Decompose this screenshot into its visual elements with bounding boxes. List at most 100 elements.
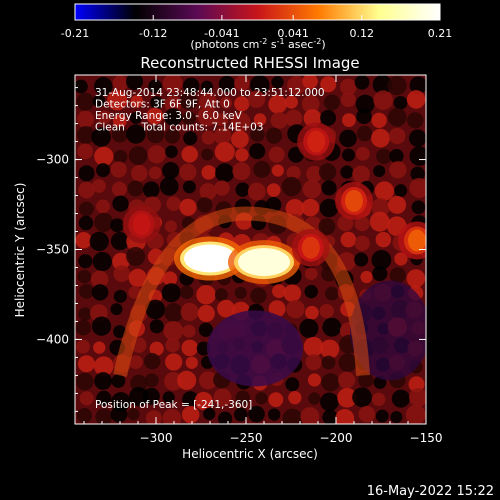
texture-cell bbox=[107, 90, 128, 111]
texture-cell bbox=[247, 90, 266, 108]
texture-cell bbox=[358, 405, 376, 423]
texture-cell bbox=[196, 284, 216, 305]
texture-cell bbox=[78, 254, 93, 269]
texture-cell bbox=[321, 355, 336, 370]
colorbar-tick-label: -0.041 bbox=[204, 27, 239, 40]
texture-cell bbox=[360, 270, 373, 284]
texture-cell bbox=[304, 284, 318, 299]
texture-cell bbox=[113, 289, 127, 303]
texture-cell bbox=[268, 146, 285, 163]
texture-cell bbox=[148, 79, 163, 94]
texture-cell bbox=[302, 179, 322, 199]
texture-cell bbox=[303, 336, 324, 357]
texture-cell bbox=[410, 166, 425, 182]
texture-cell bbox=[373, 165, 386, 178]
texture-cell bbox=[130, 95, 144, 108]
texture-cell bbox=[127, 180, 144, 197]
texture-cell bbox=[308, 392, 321, 405]
texture-cell bbox=[179, 285, 194, 300]
texture-cell bbox=[164, 220, 177, 233]
texture-cell bbox=[78, 215, 94, 231]
texture-cell bbox=[129, 111, 143, 124]
texture-cell bbox=[78, 165, 95, 182]
texture-cell bbox=[299, 318, 319, 338]
texture-cell bbox=[182, 111, 197, 126]
texture-cell bbox=[355, 146, 370, 161]
texture-cell bbox=[320, 109, 337, 126]
texture-cell bbox=[196, 341, 211, 356]
texture-cell bbox=[338, 353, 358, 372]
source-core bbox=[301, 236, 320, 259]
texture-cell bbox=[94, 146, 114, 166]
annotation-line: Energy Range: 3.0 - 6.0 keV bbox=[95, 110, 243, 122]
texture-cell bbox=[389, 127, 406, 145]
texture-cell bbox=[111, 181, 127, 197]
source-core bbox=[132, 213, 151, 236]
texture-cell bbox=[91, 284, 109, 301]
texture-cell bbox=[213, 388, 232, 407]
texture-cell bbox=[145, 299, 166, 320]
texture-cell bbox=[198, 322, 214, 337]
texture-cell bbox=[218, 75, 235, 92]
texture-cell bbox=[181, 405, 200, 424]
texture-cell bbox=[285, 199, 305, 218]
image-area bbox=[75, 75, 426, 424]
texture-cell bbox=[335, 408, 355, 424]
texture-cell bbox=[130, 165, 148, 182]
y-axis-label: Heliocentric Y (arcsec) bbox=[13, 183, 27, 318]
texture-cell bbox=[406, 90, 426, 109]
texture-cell bbox=[387, 107, 407, 127]
texture-cell bbox=[179, 91, 198, 110]
texture-cell bbox=[219, 96, 233, 109]
texture-cell bbox=[342, 148, 356, 162]
texture-cell bbox=[180, 302, 199, 322]
texture-cell bbox=[199, 92, 217, 111]
texture-cell bbox=[128, 146, 148, 166]
texture-cell bbox=[268, 95, 287, 114]
texture-cell bbox=[177, 370, 197, 390]
texture-cell bbox=[164, 303, 184, 323]
texture-cell bbox=[110, 303, 123, 316]
texture-cell bbox=[375, 231, 392, 248]
texture-cell bbox=[301, 198, 320, 217]
y-axis: −300 −350 −400 bbox=[36, 87, 426, 412]
texture-cell bbox=[194, 391, 213, 411]
texture-cell bbox=[232, 162, 251, 181]
texture-cell bbox=[322, 317, 342, 337]
texture-cell bbox=[287, 76, 306, 95]
emission-arc bbox=[113, 206, 370, 377]
colorbar-tick-label: 0.21 bbox=[428, 27, 453, 40]
texture-cell bbox=[196, 197, 213, 213]
texture-cell bbox=[164, 128, 180, 144]
texture-cell bbox=[128, 355, 143, 370]
texture-cell bbox=[267, 408, 281, 421]
texture-cell bbox=[126, 246, 146, 267]
texture-cell bbox=[110, 218, 125, 233]
texture-cell bbox=[110, 231, 130, 251]
texture-cell bbox=[142, 181, 160, 199]
negative-region bbox=[350, 280, 426, 381]
texture-cell bbox=[96, 163, 111, 178]
texture-cell bbox=[285, 377, 300, 392]
texture-cell bbox=[143, 352, 161, 370]
texture-cell bbox=[197, 106, 218, 127]
texture-cell bbox=[321, 373, 340, 392]
texture-cell bbox=[233, 407, 248, 422]
texture-cell bbox=[128, 268, 147, 288]
texture-cell bbox=[305, 305, 319, 320]
texture-cell bbox=[214, 127, 232, 145]
texture-cell bbox=[268, 300, 286, 318]
texture-cell bbox=[214, 141, 235, 162]
texture-cell bbox=[91, 127, 111, 147]
texture-cell bbox=[214, 288, 228, 302]
texture-cell bbox=[93, 341, 106, 354]
texture-cell bbox=[352, 387, 372, 408]
texture-cell bbox=[352, 165, 370, 184]
texture-cell bbox=[270, 111, 288, 129]
texture-cell bbox=[181, 146, 198, 163]
colorbar-tick-label: -0.12 bbox=[139, 27, 167, 40]
texture-cell bbox=[94, 372, 112, 390]
texture-cell bbox=[75, 79, 88, 94]
texture-cell bbox=[369, 211, 390, 232]
texture-cell bbox=[146, 107, 164, 125]
